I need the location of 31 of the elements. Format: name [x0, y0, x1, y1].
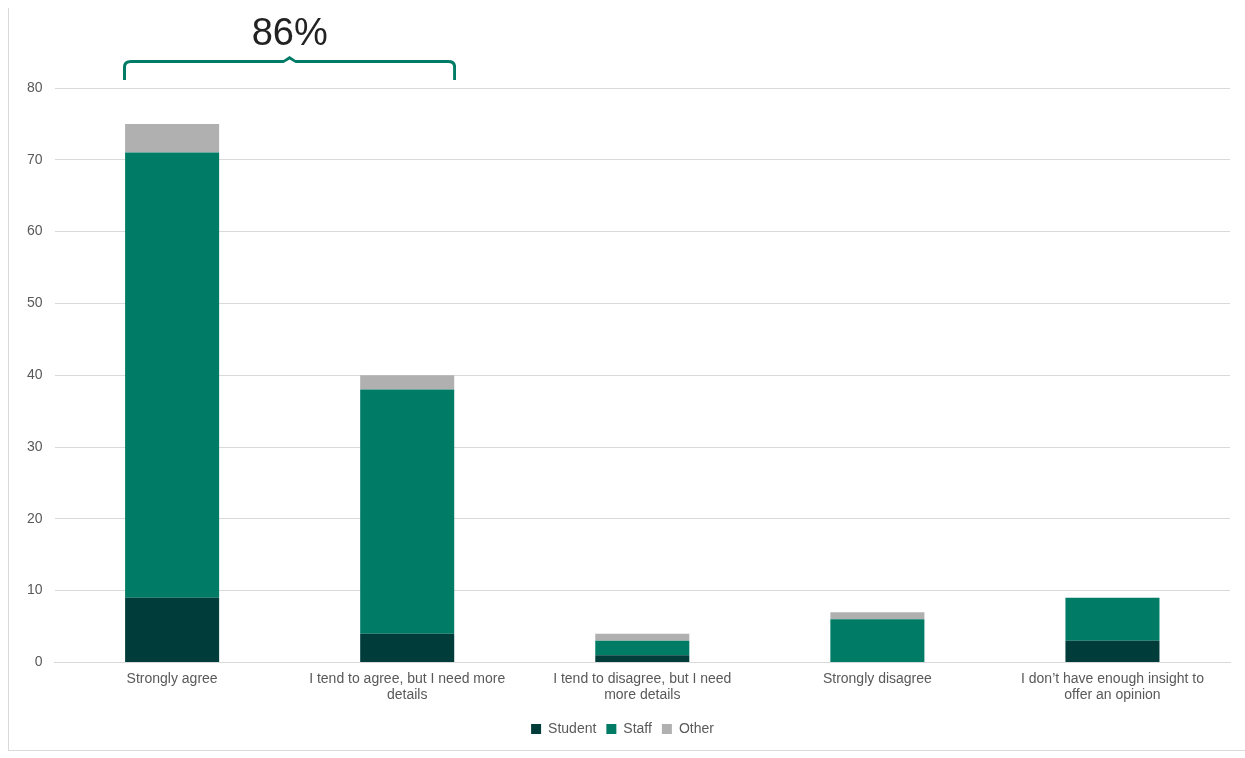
- y-tick-label: 30: [26, 437, 43, 454]
- legend-label: Staff: [623, 719, 652, 736]
- legend-label: Student: [548, 719, 597, 736]
- y-tick-label: 20: [26, 509, 43, 526]
- bar: [125, 152, 220, 598]
- bar: [360, 375, 455, 390]
- bar: [125, 597, 220, 662]
- bar: [1065, 597, 1160, 641]
- x-tick-label: I tend to agree, but I need more details: [309, 669, 506, 703]
- bar: [360, 389, 455, 634]
- x-tick-label: I tend to disagree, but I need more details: [553, 669, 732, 703]
- x-tick-label: I don’t have enough insight to offer an opinion: [1021, 669, 1205, 703]
- bar: [595, 640, 690, 656]
- y-tick-label: 50: [26, 294, 43, 311]
- y-tick-label: 40: [26, 366, 43, 383]
- bar: [830, 619, 925, 662]
- bar: [830, 612, 925, 620]
- bar: [595, 633, 690, 641]
- bar: [595, 655, 690, 662]
- text: 86%: [251, 11, 328, 54]
- y-tick-label: 80: [26, 78, 43, 95]
- bar: [360, 633, 455, 662]
- legend-label: Other: [678, 719, 715, 736]
- y-tick-label: 60: [26, 222, 43, 239]
- y-tick-label: 10: [26, 581, 43, 598]
- x-tick-label: Strongly agree: [126, 669, 218, 686]
- x-tick-label: Strongly disagree: [822, 669, 933, 686]
- bar: [1065, 640, 1160, 662]
- bar: [125, 123, 220, 153]
- y-tick-label: 70: [26, 150, 43, 167]
- y-tick-label: 0: [34, 653, 43, 670]
